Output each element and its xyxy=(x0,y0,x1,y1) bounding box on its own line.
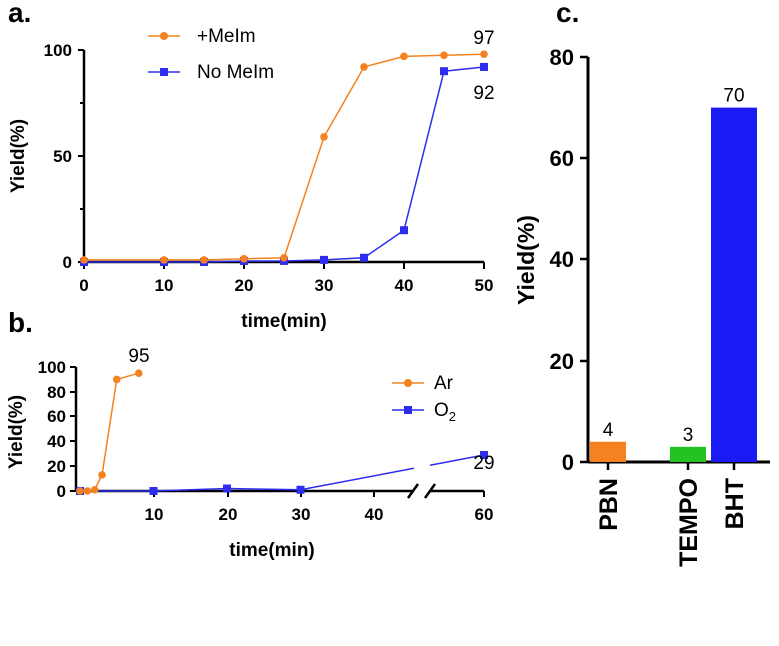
b-x-tick-label: 40 xyxy=(365,505,384,524)
b-legend-label-o2-sub: 2 xyxy=(449,409,456,424)
panel-a: a. 0 50 100 0 10 20 30 40 50 time(min) Y… xyxy=(8,0,495,332)
a-y-tick-label: 50 xyxy=(53,147,72,166)
b-o2-point xyxy=(296,485,305,494)
a-mein-point xyxy=(400,52,408,61)
panel-c-label: c. xyxy=(556,0,579,28)
c-bar-tempo xyxy=(670,446,706,462)
b-x-axis-title: time(min) xyxy=(229,540,315,561)
b-ar-point xyxy=(135,369,143,378)
c-category-label-bht: BHT xyxy=(721,478,749,529)
a-mein-point xyxy=(80,256,88,264)
a-mein-point xyxy=(280,253,288,262)
b-o2-series-line xyxy=(300,467,415,491)
b-o2-series-line xyxy=(226,487,301,491)
panel-b-label: b. xyxy=(8,307,33,338)
b-o2-point xyxy=(149,487,158,495)
a-x-tick-label: 0 xyxy=(79,276,88,295)
a-mein-point xyxy=(480,50,488,59)
b-legend: Ar O2 xyxy=(392,373,456,424)
a-x-tick-label: 40 xyxy=(395,276,414,295)
c-bar-bht xyxy=(711,107,757,462)
c-category-label-pbn: PBN xyxy=(595,478,623,531)
a-mein-point xyxy=(200,256,208,264)
b-y-tick-label: 100 xyxy=(38,358,66,377)
b-x-tick-label: 10 xyxy=(145,505,164,524)
b-y-tick-label: 80 xyxy=(47,383,66,402)
b-legend-marker-o2 xyxy=(404,406,412,414)
c-category-label-tempo: TEMPO xyxy=(675,478,703,567)
b-o2-series-line xyxy=(429,454,485,466)
a-annotation-97: 97 xyxy=(473,28,494,49)
b-x-tick-label: 20 xyxy=(219,505,238,524)
b-x-tick-label: 60 xyxy=(475,505,494,524)
b-x-tick-label: 30 xyxy=(292,505,311,524)
c-bar-pbn xyxy=(590,441,626,462)
a-y-tick-label: 100 xyxy=(44,41,72,60)
a-x-tick-label: 10 xyxy=(155,276,174,295)
b-annotation-95: 95 xyxy=(128,346,149,367)
a-legend-label-nomein: No MeIm xyxy=(197,62,274,83)
a-nomein-point xyxy=(480,62,488,71)
a-nomein-point xyxy=(360,253,368,262)
c-y-axis-title: Yield(%) xyxy=(513,215,539,305)
b-y-tick-label: 0 xyxy=(57,482,66,501)
a-legend: +MeIm No MeIm xyxy=(148,26,274,83)
b-y-tick-label: 60 xyxy=(47,407,66,426)
panel-c: c. 0 20 40 60 80 Yield(%) 4 3 70 PBN TEMPO… xyxy=(513,0,770,567)
c-y-tick-label: 60 xyxy=(550,146,574,171)
c-bar-value-label: 3 xyxy=(683,425,694,446)
c-bar-value-label: 4 xyxy=(603,420,614,441)
c-bar-value-label: 70 xyxy=(723,86,744,107)
a-mein-point xyxy=(440,51,448,60)
panel-a-label: a. xyxy=(8,0,31,28)
b-ar-series-line xyxy=(80,372,140,492)
b-annotation-29: 29 xyxy=(473,453,494,474)
b-y-axis-title: Yield(%) xyxy=(6,395,27,469)
c-plot-area: 4 3 70 xyxy=(590,86,757,462)
b-legend-label-o2-main: O xyxy=(434,400,449,421)
a-nomein-series-line xyxy=(84,66,485,263)
panel-b: b. 0 20 40 60 80 100 10 20 30 40 60 time… xyxy=(6,307,495,561)
b-legend-label-ar: Ar xyxy=(434,373,454,394)
a-x-axis-title: time(min) xyxy=(241,311,327,332)
b-axis-break-mark xyxy=(423,483,437,499)
c-y-tick-label: 0 xyxy=(562,450,574,475)
a-mein-point xyxy=(240,255,248,263)
a-y-axis-title: Yield(%) xyxy=(8,119,29,193)
a-mein-point xyxy=(320,133,328,141)
c-y-tick-label: 20 xyxy=(550,349,574,374)
b-ar-point xyxy=(83,487,92,495)
b-ar-point xyxy=(112,375,121,384)
a-nomein-point xyxy=(440,67,448,76)
b-ar-point xyxy=(98,471,106,479)
c-y-tick-label: 80 xyxy=(550,45,574,70)
b-ar-point xyxy=(76,487,84,495)
b-y-tick-label: 20 xyxy=(47,457,66,476)
a-x-tick-label: 30 xyxy=(315,276,334,295)
b-axis-break-mark xyxy=(406,483,420,499)
b-plot-area xyxy=(76,369,488,495)
a-legend-marker-mein xyxy=(160,32,168,40)
b-legend-marker-ar xyxy=(404,379,412,387)
a-nomein-point xyxy=(320,255,328,264)
b-o2-series-line xyxy=(153,487,228,492)
a-annotation-92: 92 xyxy=(473,83,494,104)
a-mein-point xyxy=(160,256,168,264)
a-mein-point xyxy=(360,63,368,71)
a-legend-label-mein: +MeIm xyxy=(197,26,256,47)
c-y-tick-label: 40 xyxy=(550,247,574,272)
a-legend-marker-nomein xyxy=(160,68,168,76)
b-o2-point xyxy=(480,451,488,460)
a-x-tick-label: 50 xyxy=(475,276,494,295)
b-legend-label-o2: O2 xyxy=(434,400,456,424)
b-o2-point xyxy=(223,484,231,493)
a-plot-area xyxy=(80,50,488,266)
a-x-tick-label: 20 xyxy=(235,276,254,295)
b-y-tick-label: 40 xyxy=(47,432,66,451)
a-y-tick-label: 0 xyxy=(63,253,72,272)
a-nomein-point xyxy=(400,226,408,235)
b-ar-point xyxy=(90,485,99,494)
a-mein-series-line xyxy=(84,53,485,261)
